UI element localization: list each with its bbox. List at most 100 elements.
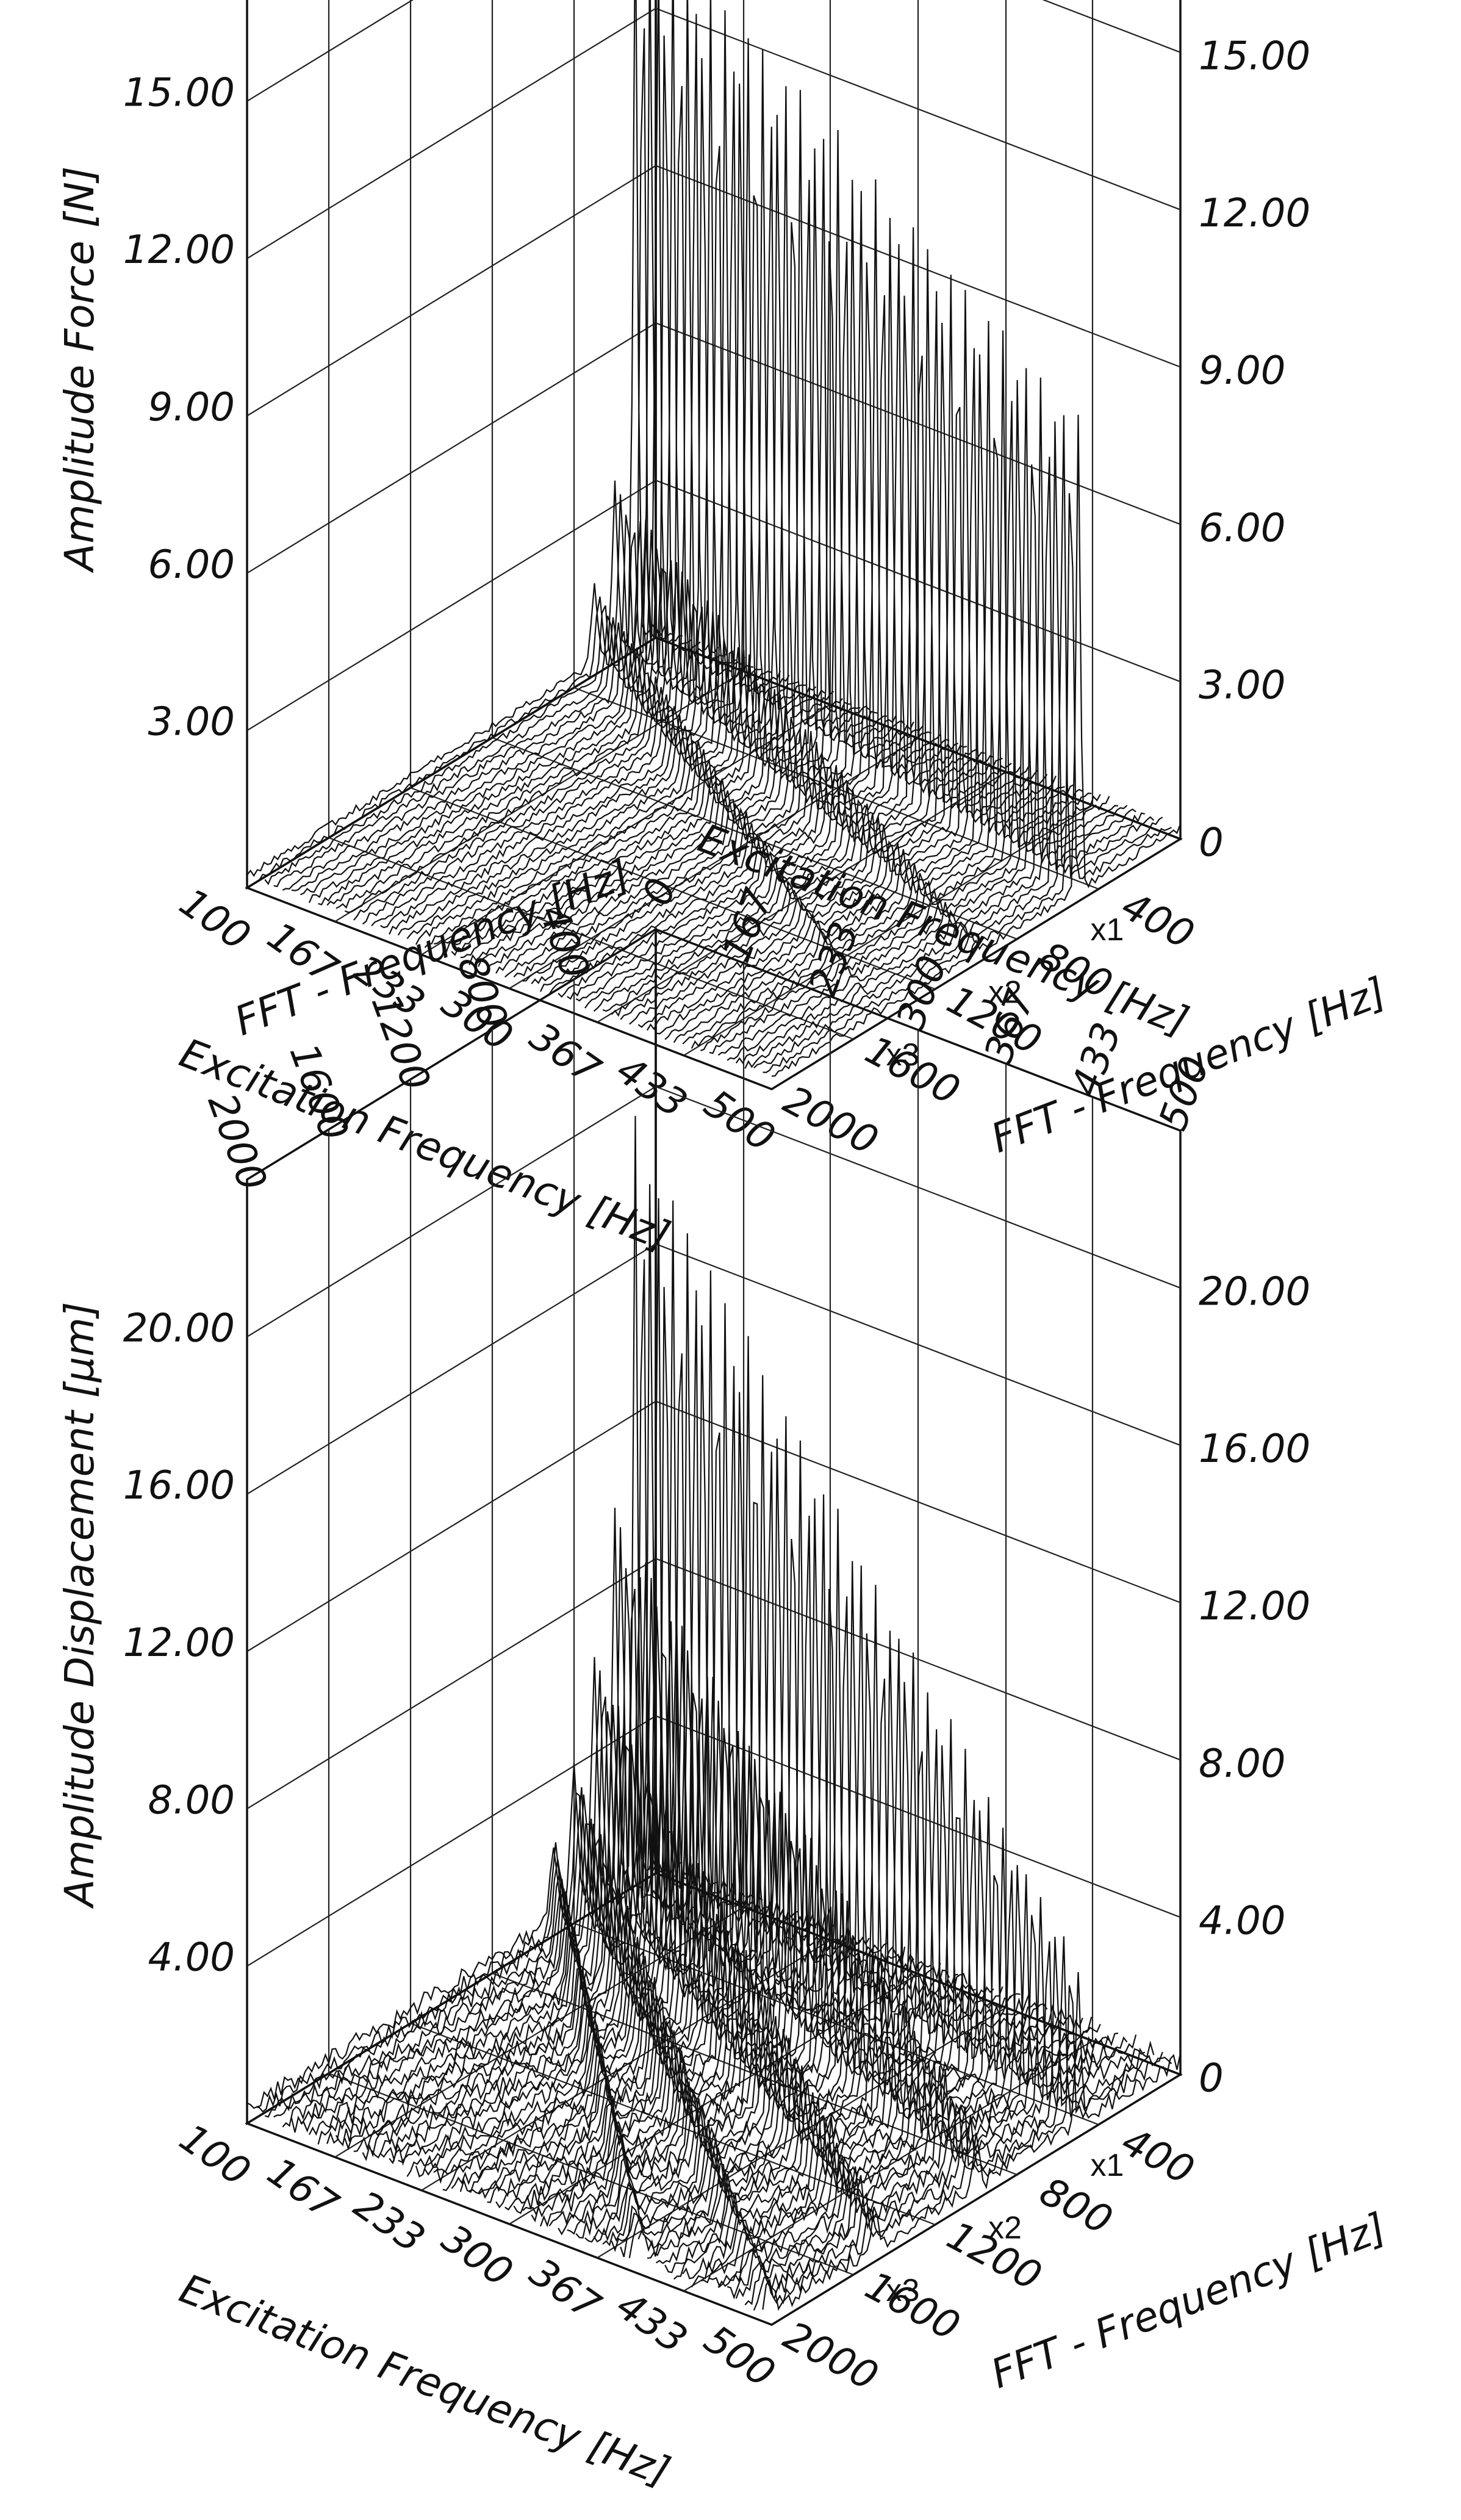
exc-tick-label: 100 (171, 2115, 259, 2195)
spectrum-trace (424, 1416, 835, 2176)
spectrum-trace (548, 1630, 958, 2227)
harmonic-label-x3: x3 (886, 1037, 920, 1073)
z-tick-label-left: 16.00 (123, 1463, 235, 1508)
spectrum-trace (771, 414, 1182, 1077)
spectrum-trace (256, 1259, 666, 2113)
z-tick-label-left: 8.00 (148, 1778, 235, 1823)
spectrum-trace (637, 290, 1048, 1028)
z-tick-label-right: 0 (1199, 821, 1224, 866)
z-tick-label-left: 6.00 (148, 542, 235, 588)
z-tick-label-right: 0 (1199, 2056, 1224, 2101)
z-grid-line (246, 1243, 1181, 1495)
z-tick-label-right: 6.00 (1199, 506, 1286, 551)
spectrum-trace (451, 179, 861, 956)
exc-tick-label: 367 (522, 2250, 609, 2330)
z-tick-label-left: 12.00 (123, 1621, 235, 1666)
fft-tick-label: 2000 (776, 2313, 885, 2400)
spectrum-trace (753, 1936, 1163, 2311)
z-tick-label-left: 20.00 (123, 1306, 235, 1351)
spectrum-trace (709, 1874, 1119, 2288)
spectrum-trace (504, 179, 914, 978)
exc-back-tick-label: 0 (634, 873, 685, 912)
spectrum-trace (522, 262, 932, 982)
exc-tick-label: 100 (171, 880, 259, 960)
spectrum-trace (717, 464, 1128, 1056)
spectrum-trace (531, 1585, 941, 2223)
harmonic-label-x2: x2 (988, 2211, 1022, 2246)
spectrum-trace (700, 1865, 1110, 2284)
spectrum-trace (531, 179, 941, 984)
spectrum-trace (753, 415, 1163, 1069)
z-grid-line (246, 7, 1181, 259)
exc-back-tick-label: 300 (888, 950, 956, 1035)
spectrum-trace (744, 1937, 1155, 2306)
spectrum-trace (317, 1290, 728, 2145)
exc-tick-label: 433 (608, 1048, 695, 1128)
fft-tick-label: 400 (1114, 884, 1201, 959)
spectrum-trace (406, 1452, 817, 2177)
exc-back-tick-label: 167 (714, 883, 781, 968)
spectrum-trace (593, 249, 1003, 1012)
spectrum-trace (264, 0, 674, 885)
fft-tick-label: 400 (1114, 2119, 1201, 2194)
z-axis-title: Amplitude Displacement [µm] (56, 1301, 103, 1909)
spectrum-trace (727, 377, 1136, 1061)
spectrum-trace (522, 1633, 932, 2217)
fft-axis-title: FFT - Frequency [Hz] (985, 2204, 1392, 2398)
spectrum-trace (246, 0, 656, 877)
floor-grid-line (683, 804, 1093, 1056)
harmonic-label-x1: x1 (1091, 2148, 1124, 2183)
spectrum-trace (558, 1638, 968, 2236)
z-tick-label-left: 4.00 (148, 1935, 235, 1981)
spectrum-trace (744, 421, 1155, 1069)
fft-back-tick-label: 1200 (362, 988, 439, 1096)
spectrum-trace (353, 1303, 763, 2152)
spectrum-trace (673, 437, 1083, 1043)
spectrum-trace (486, 129, 897, 970)
spectrum-trace (362, 1366, 772, 2162)
spectrum-trace (539, 1679, 950, 2228)
spectrum-trace (495, 242, 905, 974)
floor-grid-line (509, 738, 919, 989)
spectrum-trace (282, 35, 692, 891)
spectrum-trace (629, 406, 1039, 1025)
spectrum-trace (762, 1985, 1172, 2310)
spectrum-trace (433, 221, 843, 945)
floor-grid-line (410, 787, 936, 990)
exc-tick-label: 500 (696, 1081, 783, 1161)
spectrum-trace (602, 291, 1012, 1012)
harmonic-label-x3: x3 (886, 2273, 920, 2308)
floor-frame (245, 636, 1183, 1090)
spectrum-trace (558, 244, 967, 998)
spectrum-trace (584, 355, 994, 1009)
spectrum-trace (353, 10, 763, 921)
spectrum-trace (620, 275, 1030, 1020)
spectrum-trace (273, 0, 683, 888)
spectrum-trace (763, 493, 1172, 1073)
z-tick-label-right: 4.00 (1199, 1899, 1286, 1944)
exc-back-tick-label: 233 (800, 916, 868, 1002)
floor-grid-line (597, 771, 1007, 1023)
exc-tick-label: 433 (608, 2283, 695, 2363)
z-grid-line (246, 0, 1181, 102)
z-tick-label-right: 12.00 (1199, 191, 1310, 236)
z-tick-label-left: 9.00 (148, 385, 235, 430)
spectrum-trace (637, 1749, 1048, 2257)
exc-tick-label: 500 (696, 2317, 783, 2397)
spectrum-trace (406, 126, 817, 939)
spectrum-trace (700, 380, 1110, 1052)
spectrum-trace (628, 1816, 1039, 2258)
z-tick-label-right: 20.00 (1199, 1269, 1310, 1314)
z-axis-title: Amplitude Force [N] (56, 166, 103, 573)
floor-grid-line (328, 837, 854, 1040)
spectrum-trace (415, 115, 825, 945)
spectrum-trace (318, 13, 728, 905)
exc-tick-label: 367 (522, 1014, 609, 1094)
z-tick-label-left: 12.00 (123, 228, 235, 273)
spectrum-trace (335, 1270, 745, 2147)
exc-tick-label: 233 (346, 2183, 433, 2263)
spectrum-trace (273, 1198, 683, 2118)
z-tick-label-left: 3.00 (148, 700, 235, 745)
spectrum-trace (246, 1115, 657, 2109)
spectrum-trace (611, 322, 1021, 1017)
